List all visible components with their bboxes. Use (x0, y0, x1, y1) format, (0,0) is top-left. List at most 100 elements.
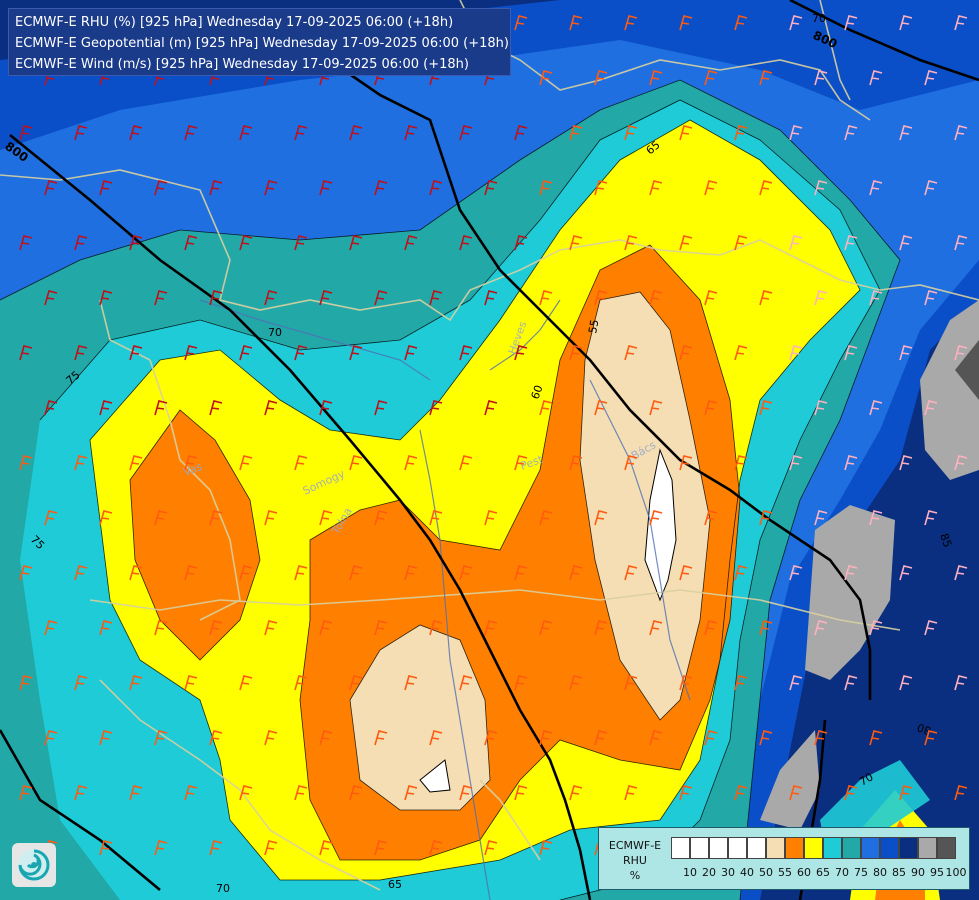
wind-barb (319, 180, 333, 196)
wind-barb (154, 510, 168, 526)
wind-barb (99, 730, 113, 746)
wind-barb (924, 400, 938, 416)
legend-tick-label: 100 (945, 866, 967, 879)
wind-barb (404, 235, 418, 251)
wind-barb (484, 840, 498, 856)
wind-barb (594, 400, 608, 416)
wind-barb (429, 730, 443, 746)
wind-barb (404, 675, 418, 691)
legend-tick-label: 85 (892, 866, 906, 879)
legend-tick-label: 60 (797, 866, 811, 879)
wind-barb (759, 510, 773, 526)
contour-label-rh-70-b: 70 (268, 326, 282, 339)
wind-barb (154, 620, 168, 636)
wind-barb (429, 840, 443, 856)
wind-barb (349, 125, 363, 141)
wind-barb (899, 565, 913, 581)
wind-barb (704, 510, 718, 526)
wind-barb (624, 455, 638, 471)
wind-barb (844, 565, 858, 581)
wind-barb (679, 125, 693, 141)
wind-barb (734, 345, 748, 361)
wind-barb (569, 675, 583, 691)
legend-swatches (671, 837, 956, 859)
wind-barb (44, 510, 58, 526)
wind-barb (789, 675, 803, 691)
wind-barb (869, 70, 883, 86)
wind-barb (19, 345, 33, 361)
wind-barb (99, 290, 113, 306)
contour-label-rh-70-a: 70 (812, 12, 826, 25)
legend-swatch (880, 837, 899, 859)
wind-barb (404, 785, 418, 801)
wind-barb (539, 180, 553, 196)
wind-barb (954, 675, 968, 691)
wind-barb (19, 565, 33, 581)
title-geopotential: ECMWF-E Geopotential (m) [925 hPa] Wedne… (15, 36, 509, 51)
wind-barb (734, 675, 748, 691)
wind-barb (209, 620, 223, 636)
wind-barb (129, 675, 143, 691)
wind-barb (954, 125, 968, 141)
wind-barb (184, 455, 198, 471)
wind-barb (264, 400, 278, 416)
wind-barb (514, 345, 528, 361)
wind-barb (349, 785, 363, 801)
wind-barb (704, 620, 718, 636)
wind-barb (759, 290, 773, 306)
wind-barb (869, 400, 883, 416)
legend-ticks: 10 20 30 40 50 55 60 65 70 75 80 85 90 95 100 (671, 866, 971, 880)
wind-barb (649, 730, 663, 746)
wind-barb (789, 235, 803, 251)
wind-barb (459, 125, 473, 141)
rh-band-95-east-a (920, 300, 979, 480)
legend-swatch (709, 837, 728, 859)
wind-barb (594, 290, 608, 306)
wind-barb (514, 565, 528, 581)
wind-barb (734, 235, 748, 251)
wind-barb (569, 15, 583, 31)
wind-barb (264, 180, 278, 196)
legend-tick-label: 40 (740, 866, 754, 879)
wind-barb (484, 620, 498, 636)
wind-barb (814, 730, 828, 746)
wind-barb (319, 290, 333, 306)
wind-barb (44, 400, 58, 416)
wind-barb (759, 620, 773, 636)
wind-barb (679, 235, 693, 251)
wind-barb (19, 455, 33, 471)
wind-barb (924, 620, 938, 636)
wind-barb (374, 180, 388, 196)
wind-barb (759, 400, 773, 416)
wind-barb (954, 565, 968, 581)
wind-barb (429, 290, 443, 306)
wind-barb (539, 290, 553, 306)
wind-barb (539, 620, 553, 636)
legend-swatch (728, 837, 747, 859)
wind-barb (74, 455, 88, 471)
wind-barb (239, 455, 253, 471)
wind-barb (209, 730, 223, 746)
wind-barb (154, 730, 168, 746)
wind-barb (239, 345, 253, 361)
wind-barb (239, 785, 253, 801)
river-lines (199, 299, 691, 900)
wind-barb (154, 290, 168, 306)
legend-tick-label: 10 (683, 866, 697, 879)
wind-barb (99, 620, 113, 636)
wind-barb (184, 565, 198, 581)
wind-barb (484, 730, 498, 746)
legend-swatch (690, 837, 709, 859)
wind-barb (294, 125, 308, 141)
wind-barb (954, 15, 968, 31)
wind-barb (679, 565, 693, 581)
wind-barb (514, 785, 528, 801)
wind-barb (594, 180, 608, 196)
wind-barb (924, 70, 938, 86)
wind-barb (594, 730, 608, 746)
wind-barb (209, 840, 223, 856)
legend-title-variable: RHU (623, 854, 647, 867)
contour-label-rh-70-d: 70 (857, 770, 876, 788)
wind-barb (294, 675, 308, 691)
wind-barb (19, 235, 33, 251)
